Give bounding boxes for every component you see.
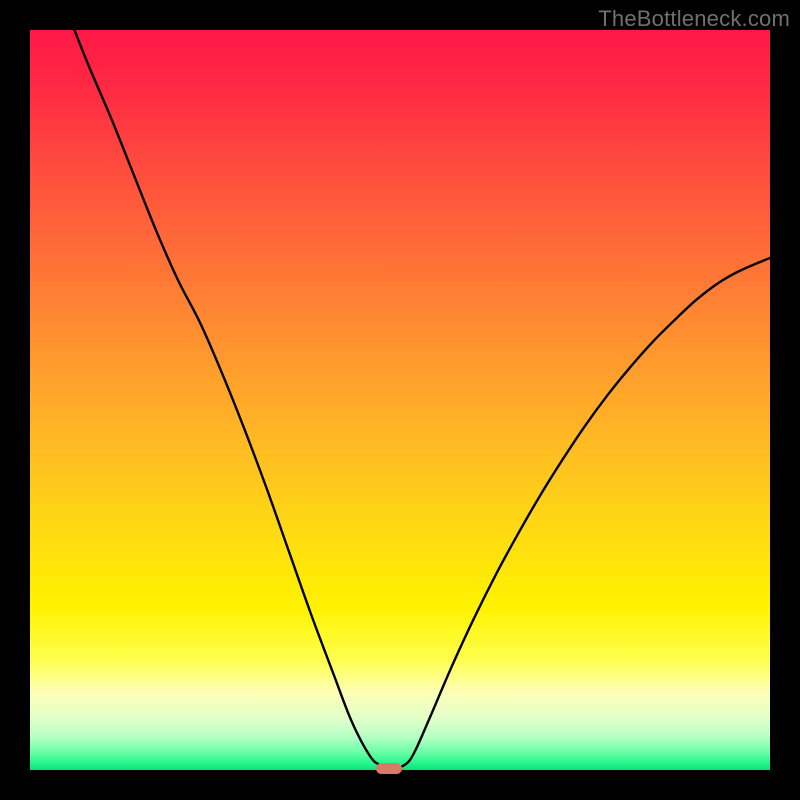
- bottleneck-chart: [0, 0, 800, 800]
- optimal-point-marker: [376, 763, 402, 775]
- watermark-text: TheBottleneck.com: [598, 6, 790, 32]
- gradient-background: [30, 30, 770, 770]
- chart-container: { "watermark": { "text": "TheBottleneck.…: [0, 0, 800, 800]
